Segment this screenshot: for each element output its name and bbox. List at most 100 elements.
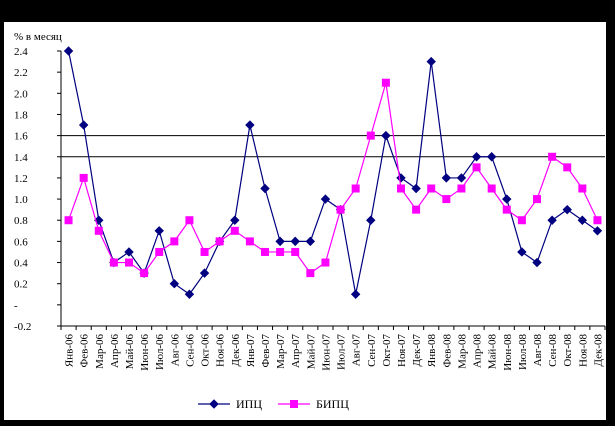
data-point — [336, 205, 345, 214]
x-tick-label: Янв-08 — [426, 334, 438, 368]
y-tick-label: 1.6 — [14, 131, 28, 143]
x-tick-label: Июн-07 — [320, 334, 332, 371]
data-point — [78, 120, 89, 130]
x-tick-label: Июн-08 — [502, 334, 514, 371]
data-point — [155, 247, 164, 256]
x-tick-label: Фев-07 — [260, 334, 272, 368]
diamond-marker-icon — [209, 399, 219, 409]
data-point — [457, 184, 466, 193]
data-point — [441, 173, 452, 183]
data-point — [260, 183, 270, 194]
data-point — [381, 130, 391, 141]
data-point — [245, 120, 255, 130]
data-point — [170, 237, 179, 246]
series-group — [63, 46, 603, 299]
x-ticks: Янв-06 Фев-06 Мар-06 Апр-06 Май-06 Июн-06 Июл-… — [60, 326, 606, 371]
data-point — [577, 215, 588, 225]
data-point — [124, 247, 134, 257]
data-point — [305, 236, 316, 247]
legend-item-1: БИПЦ — [278, 397, 349, 411]
x-tick-label: Ноя-08 — [577, 334, 589, 367]
y-tick-label: 1.4 — [14, 152, 28, 164]
data-point — [306, 269, 315, 278]
data-point — [94, 226, 103, 235]
legend-label: БИПЦ — [316, 397, 349, 411]
data-point — [562, 204, 572, 215]
x-tick-label: Фев-08 — [441, 334, 453, 368]
data-point — [412, 205, 421, 214]
x-tick-label: Апр-08 — [472, 334, 484, 368]
data-point — [592, 226, 603, 236]
x-tick-label: Мар-08 — [456, 334, 468, 369]
data-point — [109, 258, 118, 267]
data-point — [320, 194, 331, 204]
legend: ИПЦ БИПЦ — [198, 397, 349, 411]
x-tick-label: Ноя-06 — [215, 334, 227, 367]
series-1 — [64, 78, 602, 278]
data-point — [215, 237, 224, 246]
y-tick-label: 1.8 — [14, 109, 28, 121]
data-point — [442, 195, 451, 204]
x-tick-label: Июн-06 — [139, 334, 151, 371]
data-point — [351, 184, 360, 193]
data-point — [426, 56, 436, 67]
data-point — [456, 173, 467, 183]
x-tick-label: Дек-07 — [411, 334, 423, 367]
square-marker-icon — [290, 400, 298, 408]
data-point — [291, 247, 300, 256]
x-tick-label: Авг-07 — [351, 334, 363, 367]
y-tick-label: 1.0 — [14, 194, 28, 206]
x-tick-label: Окт-07 — [381, 334, 393, 367]
data-point — [275, 236, 285, 247]
data-point — [381, 78, 390, 87]
data-point — [290, 236, 300, 247]
data-point — [169, 278, 180, 289]
data-point — [200, 247, 209, 256]
data-point — [366, 131, 375, 140]
x-tick-label: Окт-06 — [200, 334, 212, 367]
data-point — [230, 226, 239, 235]
x-tick-label: Авг-08 — [532, 334, 544, 367]
x-tick-label: Ноя-07 — [396, 334, 408, 367]
y-tick-label: 2.0 — [14, 88, 28, 100]
data-point — [125, 258, 133, 267]
data-point — [486, 152, 497, 162]
data-point — [79, 173, 88, 182]
data-point — [578, 184, 587, 193]
x-tick-label: Авг-06 — [169, 334, 181, 367]
data-point — [63, 46, 74, 56]
x-tick-label: Май-06 — [124, 334, 136, 370]
data-point — [548, 152, 557, 161]
x-tick-label: Янв-07 — [245, 334, 257, 368]
x-tick-label: Мар-06 — [94, 334, 106, 369]
data-point — [199, 268, 210, 278]
data-point — [276, 247, 285, 256]
data-point — [321, 258, 330, 267]
data-point — [245, 237, 254, 246]
data-point — [397, 184, 405, 193]
data-point — [154, 226, 164, 236]
x-tick-label: Дек-08 — [592, 334, 604, 367]
y-tick-label: 0.6 — [14, 236, 28, 248]
x-tick-label: Июл-06 — [154, 334, 166, 371]
data-point — [427, 184, 436, 193]
x-tick-label: Июл-07 — [336, 334, 348, 371]
data-point — [184, 289, 195, 299]
x-tick-label: Мар-07 — [275, 334, 287, 369]
data-point — [366, 215, 376, 225]
y-tick-label: -0.2 — [14, 321, 31, 333]
data-point — [350, 289, 361, 299]
data-point — [563, 163, 572, 172]
data-point — [517, 216, 526, 225]
x-tick-label: Апр-07 — [290, 334, 302, 368]
data-point — [487, 184, 496, 193]
x-tick-label: Апр-06 — [109, 334, 121, 368]
y-axis-label: % в месяц — [14, 31, 62, 43]
data-point — [185, 216, 194, 225]
x-tick-label: Дек-06 — [230, 334, 242, 367]
x-tick-label: Сен-06 — [184, 334, 196, 367]
data-point — [547, 215, 557, 225]
y-tick-label: 0.2 — [14, 279, 28, 291]
data-point — [411, 183, 421, 194]
